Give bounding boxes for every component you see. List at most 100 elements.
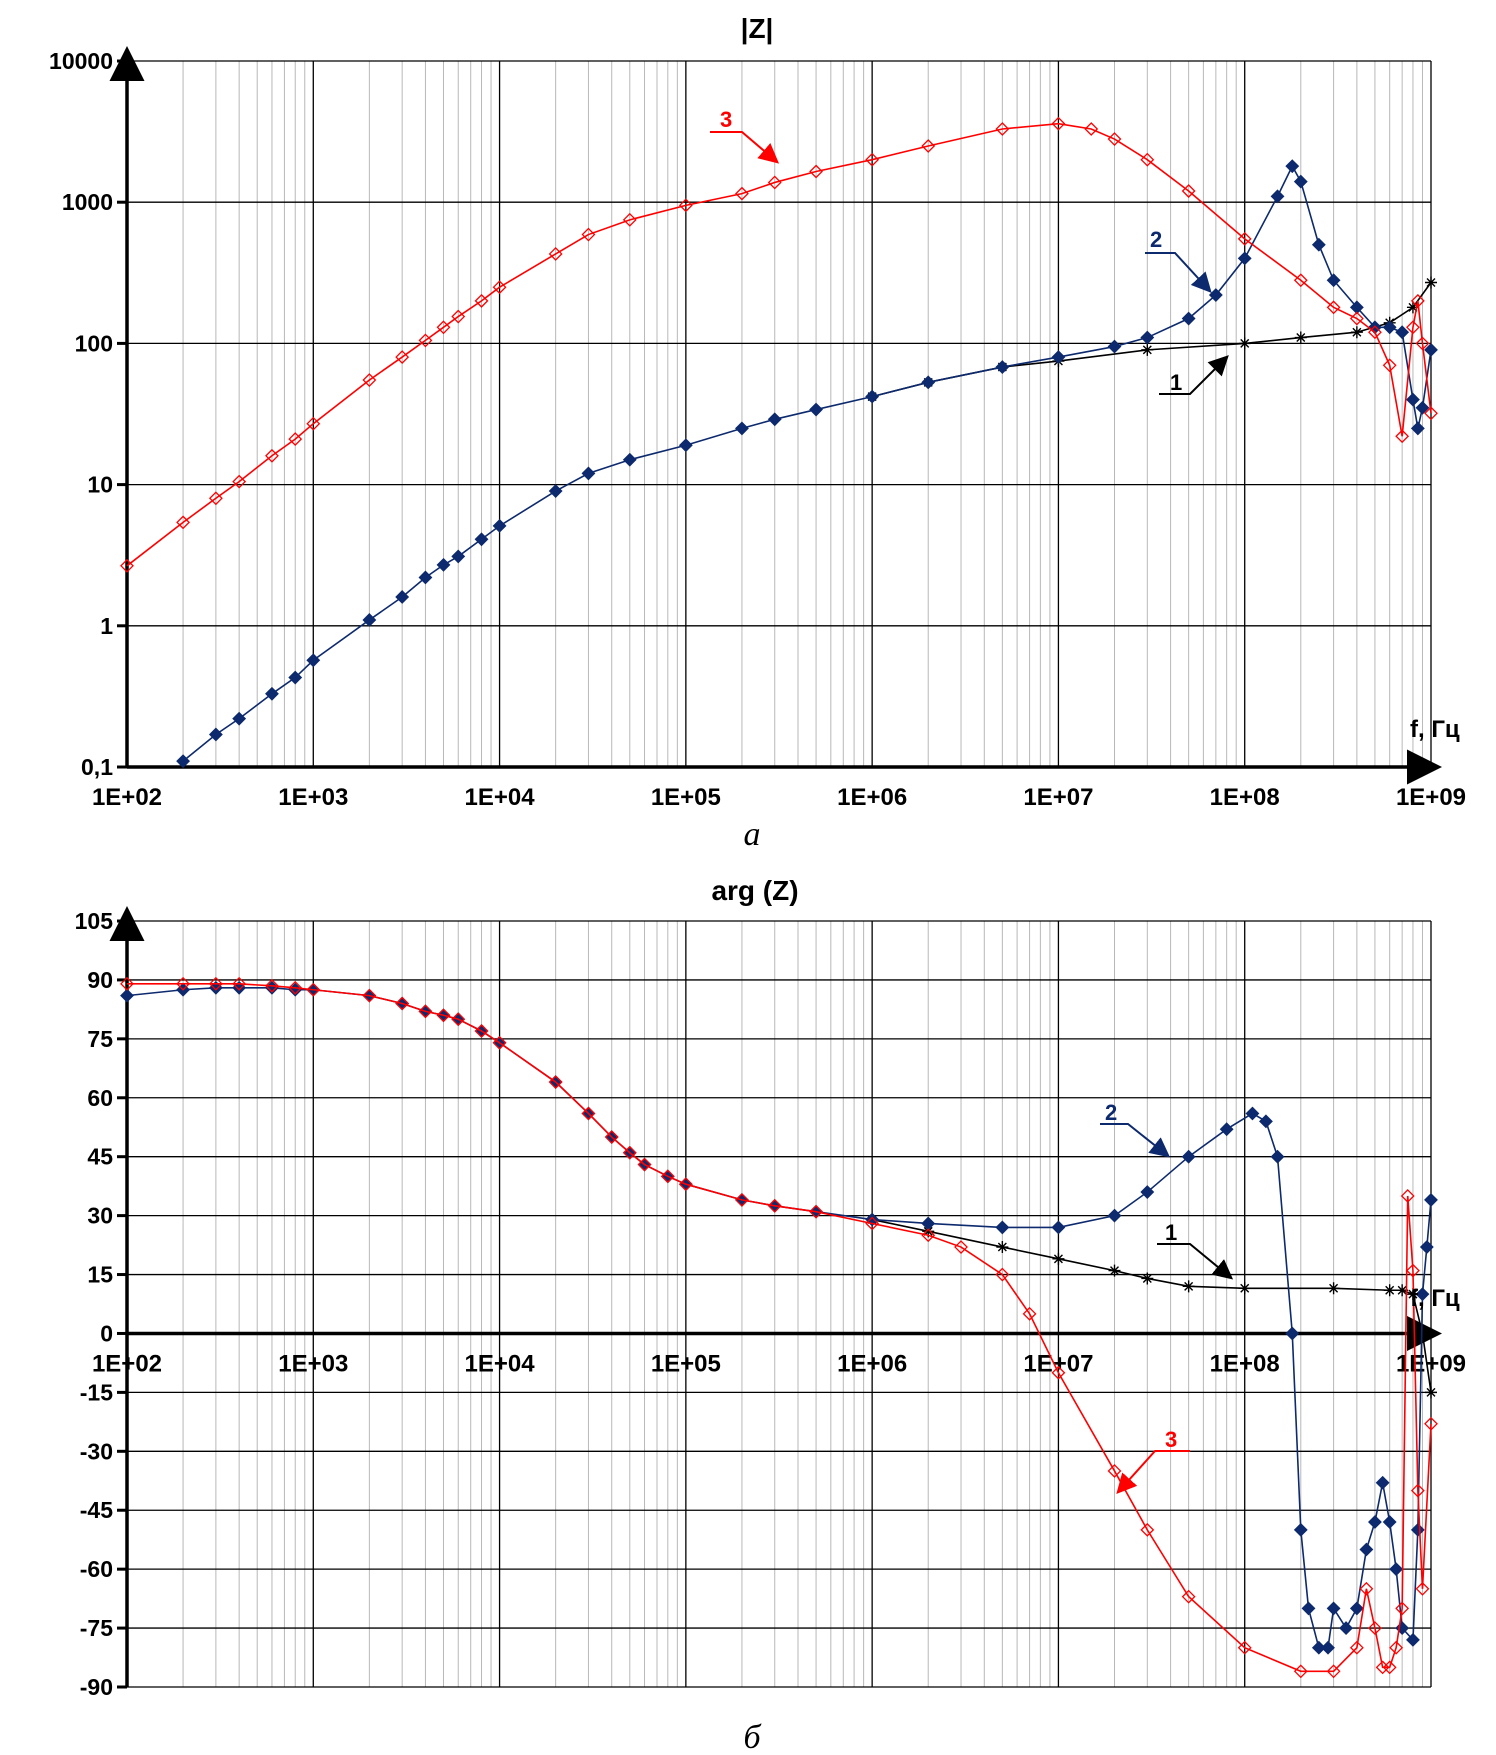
data-point (1406, 392, 1420, 407)
data-point (208, 727, 223, 742)
series-3 (120, 976, 1438, 1679)
data-point (208, 491, 223, 506)
data-point (265, 448, 279, 463)
data-point (1141, 1272, 1154, 1285)
y-tick-label: -30 (80, 1438, 113, 1464)
phase-x-axis-label: f, Гц (1410, 1285, 1460, 1312)
data-point (1382, 1660, 1397, 1675)
data-point (1406, 320, 1420, 335)
x-tick-label: 1E+06 (837, 784, 907, 811)
data-point (436, 1008, 451, 1023)
data-point (1424, 1192, 1438, 1207)
phase-label-1: 1 (1165, 1220, 1177, 1245)
data-point (1395, 429, 1410, 444)
data-point (581, 1106, 596, 1121)
data-point (1339, 1621, 1353, 1635)
data-point (735, 186, 749, 201)
phase-label-3: 3 (1165, 1427, 1177, 1452)
data-point (581, 466, 596, 481)
data-point (176, 754, 190, 769)
data-point (996, 1241, 1009, 1254)
data-point (548, 484, 563, 498)
magnitude-label-1: 1 (1170, 370, 1182, 395)
data-point (995, 1267, 1010, 1282)
data-point (921, 139, 936, 153)
y-tick-label: 10 (87, 472, 113, 498)
data-point (1368, 325, 1382, 340)
data-point (548, 247, 563, 261)
data-point (735, 421, 749, 436)
series-2 (120, 980, 1438, 1655)
magnitude-chart: 1E+02 1E+03 1E+04 1E+05 1E+06 1E+07 1E+08 1E+09… (49, 46, 1466, 811)
data-point (1425, 276, 1437, 289)
series-line-2 (126, 986, 1432, 1649)
data-point (767, 1198, 782, 1213)
data-point (1375, 1660, 1390, 1675)
data-point (1311, 237, 1326, 252)
data-point (1406, 1263, 1420, 1278)
data-point (1415, 336, 1430, 351)
series-2 (176, 159, 1438, 769)
series-line-3 (126, 122, 1432, 567)
data-point (1368, 1515, 1382, 1529)
x-tick-label: 1E+02 (92, 784, 162, 811)
data-point (451, 309, 466, 324)
y-tick-label: 90 (87, 967, 113, 993)
data-point (1108, 1264, 1121, 1277)
data-point (1293, 273, 1308, 288)
data-point (1051, 350, 1066, 365)
data-point (1311, 1640, 1326, 1655)
data-point (1140, 330, 1155, 345)
data-point (1424, 406, 1438, 421)
magnitude-label-3: 3 (720, 107, 732, 132)
data-point (1415, 400, 1430, 415)
data-point (622, 1145, 637, 1160)
data-point (1270, 189, 1285, 204)
data-point (1051, 1220, 1066, 1235)
data-point (1285, 1326, 1300, 1341)
x-tick-label: 1E+06 (837, 1350, 907, 1377)
data-point (1181, 1149, 1196, 1164)
magnitude-title: |Z| (741, 13, 774, 44)
data-point (395, 350, 410, 365)
data-point (1259, 1114, 1273, 1129)
data-point (1107, 132, 1122, 146)
data-point (418, 333, 433, 348)
data-point (120, 558, 134, 573)
data-point (678, 1177, 693, 1192)
data-point (395, 996, 410, 1011)
data-point (1406, 1632, 1420, 1647)
data-point (809, 402, 823, 417)
data-point (1419, 1240, 1434, 1254)
phase-caption: б (743, 1719, 762, 1755)
data-point (1181, 311, 1196, 326)
data-point (1375, 1475, 1390, 1490)
data-point (1410, 1483, 1425, 1498)
data-point (120, 988, 134, 1003)
data-point (1368, 1621, 1382, 1635)
data-point (1424, 342, 1438, 357)
data-point (1349, 311, 1364, 326)
data-point (809, 164, 823, 179)
x-tick-label: 1E+04 (465, 784, 536, 811)
data-point (474, 1024, 489, 1038)
data-point (581, 227, 596, 242)
phase-arrow-3 (1116, 1450, 1190, 1494)
y-tick-label: 0 (100, 1320, 113, 1346)
data-point (1395, 325, 1410, 340)
data-point (1141, 343, 1154, 356)
data-point (362, 373, 377, 387)
data-point (660, 1169, 675, 1184)
data-point (288, 432, 303, 447)
phase-chart: 1E+021E+031E+041E+051E+061E+071E+081E+09… (75, 906, 1466, 1700)
data-point (1293, 174, 1308, 189)
data-point (1051, 116, 1066, 131)
data-point (1359, 1542, 1374, 1557)
phase-arrow-2 (1100, 1123, 1171, 1158)
data-point (474, 532, 489, 547)
data-point (306, 653, 321, 668)
data-point (1349, 1601, 1364, 1616)
x-tick-label: 1E+08 (1210, 784, 1280, 811)
data-point (767, 175, 782, 190)
